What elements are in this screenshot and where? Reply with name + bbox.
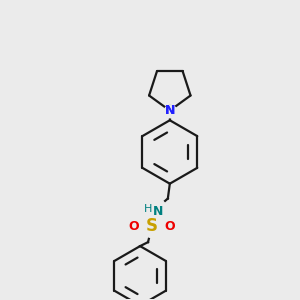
Text: O: O: [164, 220, 175, 233]
Text: S: S: [146, 217, 158, 235]
Text: N: N: [165, 104, 175, 117]
Text: O: O: [129, 220, 140, 233]
Text: H: H: [144, 204, 152, 214]
Text: N: N: [153, 205, 163, 218]
Text: N: N: [165, 104, 175, 117]
